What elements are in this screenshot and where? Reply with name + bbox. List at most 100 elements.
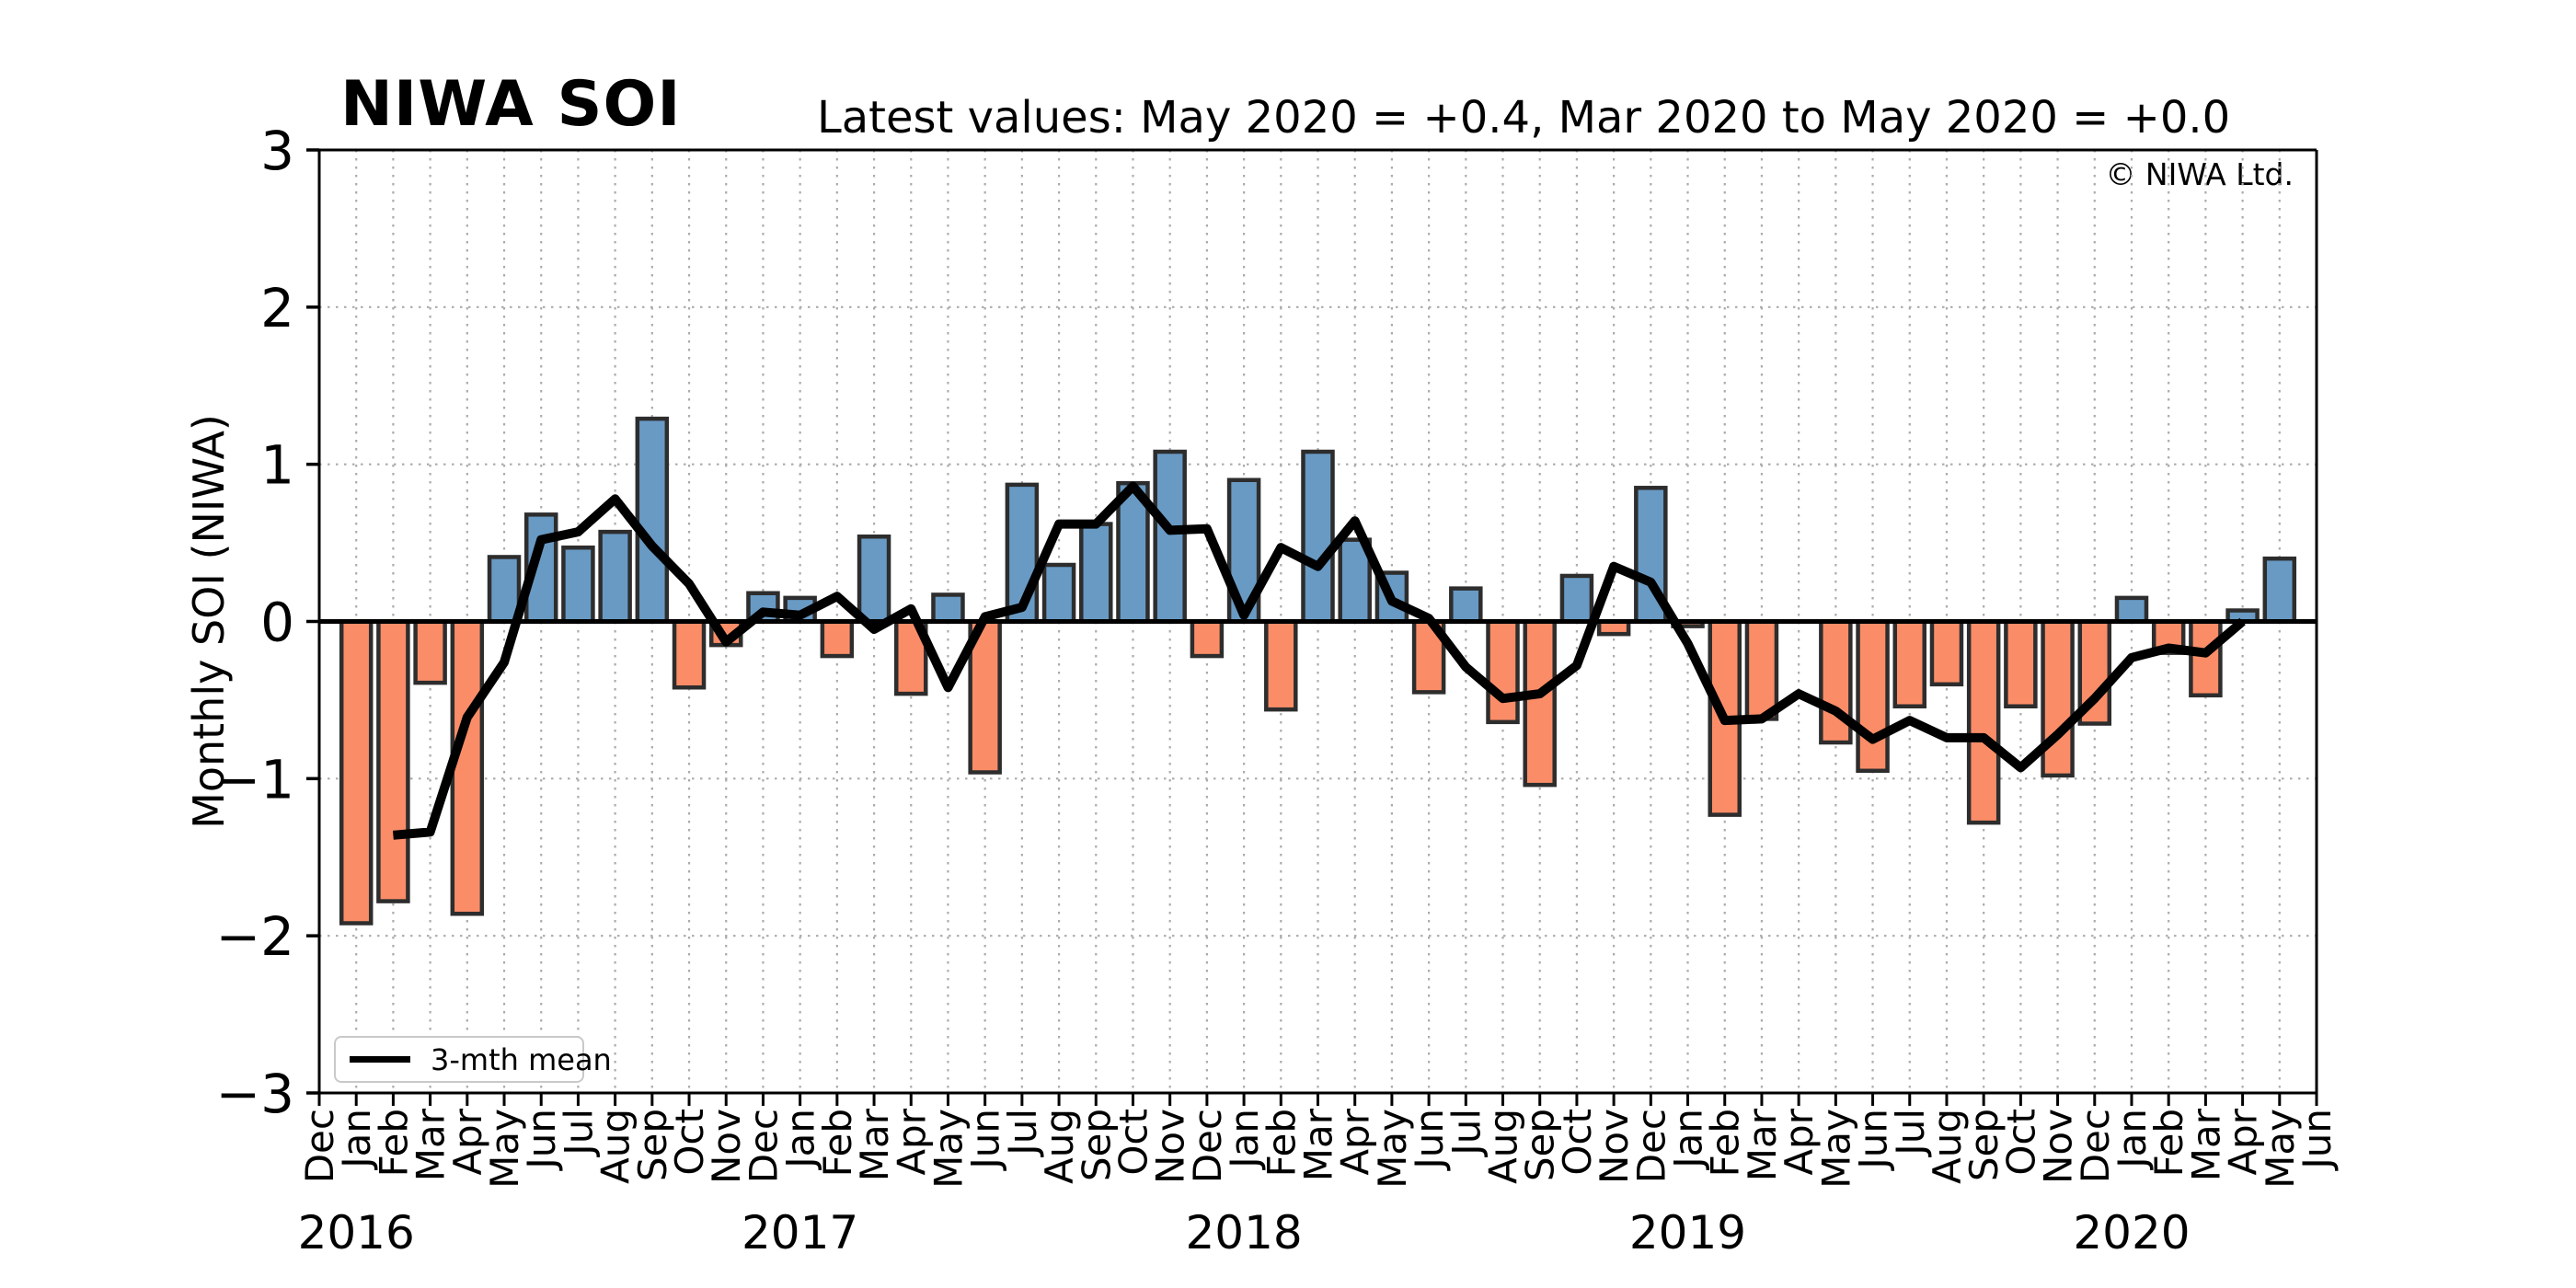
soi-bar xyxy=(635,416,670,624)
month-label: Sep xyxy=(1074,1109,1119,1181)
soi-bar xyxy=(1338,537,1372,624)
soi-bar xyxy=(1264,619,1298,712)
soi-bar xyxy=(1079,522,1113,624)
month-label: Sep xyxy=(630,1109,675,1181)
month-label: Nov xyxy=(1148,1109,1193,1184)
soi-bar xyxy=(1449,586,1483,624)
soi-bar xyxy=(598,529,632,624)
soi-bar xyxy=(2262,556,2297,624)
month-label: Jul xyxy=(556,1109,601,1158)
month-label: Nov xyxy=(704,1109,749,1184)
month-label: Mar xyxy=(1740,1108,1785,1181)
y-tick-label: −1 xyxy=(216,748,295,811)
month-label: Mar xyxy=(408,1108,454,1181)
month-label: Jan xyxy=(1222,1109,1267,1171)
month-label: Jul xyxy=(1888,1109,1933,1158)
month-label: Jan xyxy=(778,1109,823,1171)
legend: 3-mth mean xyxy=(334,1036,612,1083)
legend-label: 3-mth mean xyxy=(431,1041,612,1077)
month-label: Feb xyxy=(1703,1109,1748,1177)
y-tick-label: −3 xyxy=(216,1063,295,1125)
month-label: Oct xyxy=(1111,1109,1156,1176)
month-label: Aug xyxy=(1925,1109,1970,1184)
month-label: Apr xyxy=(1333,1108,1378,1175)
month-label: Jun xyxy=(1851,1109,1896,1172)
month-label: Aug xyxy=(1037,1109,1082,1184)
month-label: Jun xyxy=(519,1109,564,1172)
month-label: May xyxy=(482,1109,527,1189)
copyright-note: © NIWA Ltd. xyxy=(2105,156,2294,192)
month-label: Apr xyxy=(889,1108,934,1175)
month-label: Mar xyxy=(2183,1108,2228,1181)
month-label: May xyxy=(2258,1109,2303,1189)
month-label: Nov xyxy=(1592,1109,1637,1184)
soi-bar xyxy=(1929,619,1964,687)
month-label: Oct xyxy=(1555,1109,1600,1176)
year-label: 2019 xyxy=(1629,1206,1746,1259)
month-label: May xyxy=(1813,1109,1858,1189)
soi-bar xyxy=(2189,619,2223,698)
month-label: Apr xyxy=(1777,1108,1822,1175)
soi-bar xyxy=(2004,619,2038,708)
month-label: Aug xyxy=(593,1109,638,1184)
month-label: Feb xyxy=(1259,1109,1304,1177)
month-label: Jun xyxy=(963,1109,1008,1172)
year-label: 2020 xyxy=(2073,1206,2190,1259)
y-tick-label: 3 xyxy=(260,120,294,182)
mean-line xyxy=(392,481,2246,840)
month-label: Feb xyxy=(371,1109,416,1177)
y-tick-label: 0 xyxy=(260,592,294,654)
month-label: May xyxy=(1370,1109,1415,1189)
soi-bar xyxy=(672,619,707,690)
y-tick-label: −2 xyxy=(216,905,295,968)
y-tick-label: 2 xyxy=(260,277,294,339)
year-label: 2017 xyxy=(742,1206,858,1259)
soi-bar xyxy=(487,555,522,624)
month-label: Apr xyxy=(2221,1108,2266,1175)
month-label: Jan xyxy=(334,1109,379,1171)
chart-title: NIWA SOI xyxy=(340,68,682,141)
soi-bar xyxy=(1744,619,1779,721)
month-label: Dec xyxy=(1628,1109,1673,1183)
soi-bar xyxy=(1486,619,1520,725)
month-label: Mar xyxy=(1296,1108,1341,1181)
y-axis-label: Monthly SOI (NIWA) xyxy=(184,414,234,829)
month-label: May xyxy=(926,1109,972,1189)
soi-bar xyxy=(376,619,410,903)
month-label: Dec xyxy=(741,1109,786,1183)
soi-bar xyxy=(1153,449,1187,624)
soi-bar xyxy=(857,535,891,624)
soi-bar xyxy=(1301,449,1335,624)
soi-bar xyxy=(931,592,965,624)
soi-bar xyxy=(1041,562,1076,624)
month-label: Jun xyxy=(1407,1109,1452,1172)
legend-line-swatch xyxy=(350,1056,410,1063)
month-label: Nov xyxy=(2036,1109,2081,1184)
month-label: Aug xyxy=(1481,1109,1526,1184)
soi-bar xyxy=(1190,619,1225,659)
soi-bar xyxy=(1856,619,1890,774)
month-label: Jul xyxy=(1000,1109,1045,1158)
month-label: Dec xyxy=(1185,1109,1230,1183)
soi-bar xyxy=(2041,619,2075,778)
soi-bar xyxy=(561,545,595,624)
month-label: Oct xyxy=(1998,1109,2043,1176)
month-label: Oct xyxy=(667,1109,712,1176)
soi-bar xyxy=(413,619,447,685)
month-label: Jun xyxy=(2294,1109,2340,1172)
month-label: Jul xyxy=(1443,1109,1489,1158)
soi-bar xyxy=(820,619,855,659)
soi-bar xyxy=(1523,619,1557,788)
month-label: Dec xyxy=(2073,1109,2118,1183)
soi-bar xyxy=(1892,619,1927,708)
y-tick-label: 1 xyxy=(260,434,294,497)
month-label: Apr xyxy=(445,1108,490,1175)
year-label: 2018 xyxy=(1185,1206,1302,1259)
soi-bar xyxy=(2114,595,2149,624)
chart-subtitle: Latest values: May 2020 = +0.4, Mar 2020… xyxy=(817,92,2231,144)
month-label: Feb xyxy=(815,1109,860,1177)
month-label: Sep xyxy=(1961,1109,2007,1181)
